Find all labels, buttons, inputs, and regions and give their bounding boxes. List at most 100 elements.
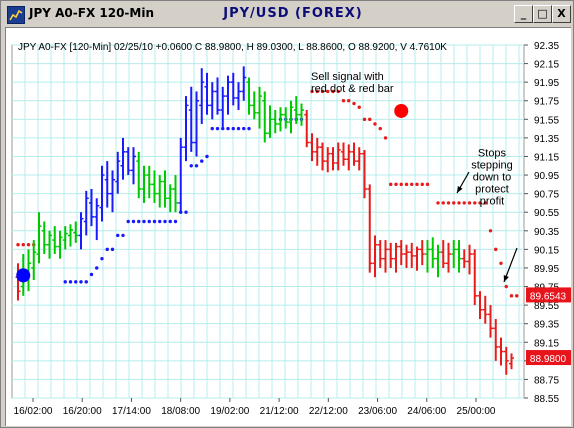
stop-dot: [100, 256, 104, 261]
stop-dot: [315, 89, 319, 94]
x-tick-label: 19/02:00: [210, 406, 249, 417]
chart-title: JPY/USD (FOREX): [223, 6, 363, 21]
stop-dot: [326, 89, 330, 94]
stop-dot: [341, 99, 346, 103]
y-tick-label: 88.75: [534, 375, 559, 386]
x-tick-label: 22/12:00: [309, 406, 348, 417]
y-tick-label: 90.95: [534, 171, 559, 182]
stop-dot: [488, 229, 493, 233]
stop-dot: [68, 280, 73, 284]
chart-header-text: JPY A0-FX [120-Min] 02/25/10 +0.0600 C 8…: [18, 42, 447, 53]
maximize-button[interactable]: □: [533, 5, 552, 23]
price-label-box: [526, 287, 571, 303]
arrow-stops-head: [457, 186, 463, 193]
sell-signal-dot: [394, 103, 409, 118]
x-tick-label: 21/12:00: [260, 406, 299, 417]
stop-dot: [436, 201, 440, 205]
stop-dot: [331, 89, 335, 94]
chart-area[interactable]: JPY A0-FX [120-Min] 02/25/10 +0.0600 C 8…: [5, 27, 571, 426]
stop-dot: [226, 126, 230, 131]
y-tick-label: 90.15: [534, 245, 559, 256]
stop-dot: [404, 182, 409, 187]
stop-dot: [142, 219, 146, 224]
stop-dot: [26, 243, 31, 247]
y-tick-label: 91.75: [534, 97, 559, 108]
annotation-stops-stepping: down to: [473, 171, 512, 183]
stop-dot: [147, 219, 151, 224]
stop-dot: [131, 219, 136, 224]
stop-dot: [394, 182, 398, 187]
stop-dot: [399, 182, 403, 187]
stop-dot: [320, 89, 325, 94]
stop-dot: [242, 126, 246, 131]
price-chart[interactable]: JPY A0-FX [120-Min] 02/25/10 +0.0600 C 8…: [6, 28, 571, 426]
stop-dot: [483, 201, 487, 205]
stop-dot: [210, 126, 214, 131]
stop-dot: [194, 164, 199, 168]
stop-dot: [425, 182, 430, 187]
stop-dot: [362, 117, 367, 122]
y-tick-label: 91.55: [534, 115, 559, 126]
stop-dot: [452, 201, 456, 205]
y-tick-label: 89.15: [534, 338, 559, 349]
annotation-sell-signal: red dot & red bar: [311, 83, 394, 95]
annotation-sell-signal: Sell signal with: [311, 71, 384, 83]
chart-app-icon: [7, 6, 25, 24]
y-tick-label: 89.35: [534, 320, 559, 331]
y-tick-label: 91.95: [534, 78, 559, 89]
y-tick-label: 88.55: [534, 394, 559, 405]
last-price-label: 88.9800: [530, 354, 567, 365]
stop-dot: [515, 294, 519, 298]
x-tick-label: 17/14:00: [112, 406, 151, 417]
stop-dot: [247, 126, 251, 131]
stop-dot: [74, 280, 78, 284]
stop-dot: [473, 201, 477, 205]
x-tick-label: 16/20:00: [63, 406, 102, 417]
stop-dot: [462, 201, 466, 205]
stop-dot: [95, 266, 99, 270]
stop-dot: [494, 247, 498, 252]
stop-dot: [357, 105, 361, 109]
x-tick-label: 24/06:00: [407, 406, 446, 417]
annotation-stops-stepping: protect: [475, 183, 509, 195]
stop-dot: [352, 101, 356, 106]
stop-dot: [373, 122, 377, 126]
stop-dot: [184, 210, 188, 214]
stop-dot: [236, 126, 241, 131]
stop-dot: [168, 219, 172, 224]
minimize-button[interactable]: _: [514, 5, 533, 23]
y-tick-label: 91.35: [534, 134, 559, 145]
window-title: JPY A0-FX 120-Min: [29, 6, 154, 20]
stop-dot: [509, 294, 514, 298]
title-bar[interactable]: JPY A0-FX 120-Min JPY/USD (FOREX) _ □ X: [3, 3, 572, 25]
stop-dot: [189, 164, 193, 168]
stop-dot: [215, 126, 220, 131]
stop-dot: [457, 201, 461, 205]
stop-dot: [478, 201, 482, 205]
x-tick-label: 18/08:00: [161, 406, 200, 417]
stop-dot: [368, 117, 372, 122]
price-label-box: [526, 350, 571, 366]
stop-dot: [420, 182, 424, 187]
stop-dot: [163, 219, 167, 224]
annotation-stops-stepping: profit: [480, 195, 504, 207]
stop-dot: [158, 219, 162, 224]
close-button[interactable]: X: [552, 5, 571, 23]
stop-dot: [446, 201, 451, 205]
stop-dot: [310, 89, 314, 94]
stop-dot: [121, 233, 125, 238]
x-tick-label: 16/02:00: [14, 406, 53, 417]
stop-dot: [336, 89, 340, 94]
x-tick-label: 25/00:00: [457, 406, 496, 417]
stop-dot: [152, 219, 157, 224]
stop-dot: [378, 126, 382, 131]
stop-dot: [116, 233, 120, 238]
stop-dot: [499, 261, 503, 266]
stop-dot: [89, 272, 94, 277]
stop-dot: [105, 247, 109, 252]
stop-dot: [231, 126, 235, 131]
stop-dot: [467, 201, 472, 205]
stop-dot: [126, 219, 130, 224]
stop-dot: [63, 280, 67, 284]
y-tick-label: 91.15: [534, 152, 559, 163]
